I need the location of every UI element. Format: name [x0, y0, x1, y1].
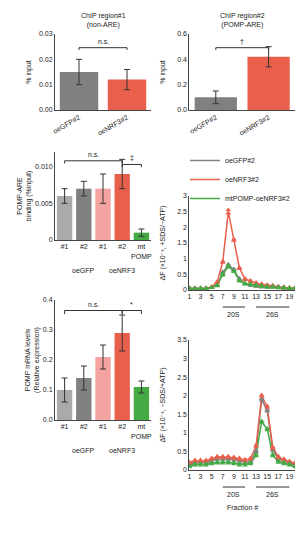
- svg-text:POMP-AREbinding (%input): POMP-AREbinding (%input): [16, 171, 33, 222]
- svg-text:#1: #1: [61, 423, 69, 430]
- svg-text:1: 1: [187, 473, 191, 480]
- svg-text:13: 13: [252, 473, 260, 480]
- svg-text:‡: ‡: [130, 154, 134, 161]
- svg-text:19: 19: [286, 473, 294, 480]
- svg-text:17: 17: [274, 473, 282, 480]
- svg-text:#1: #1: [99, 423, 107, 430]
- svg-text:mtPOMP-oeNRF3#2: mtPOMP-oeNRF3#2: [225, 195, 290, 202]
- svg-text:3: 3: [199, 293, 203, 300]
- svg-text:0.02: 0.02: [39, 56, 53, 63]
- svg-text:11: 11: [241, 473, 248, 480]
- svg-text:% input: % input: [159, 60, 167, 83]
- svg-text:0.03: 0.03: [39, 30, 53, 37]
- svg-text:0.00: 0.00: [39, 106, 53, 113]
- svg-text:†: †: [240, 38, 244, 45]
- svg-text:0.6: 0.6: [177, 30, 187, 37]
- svg-text:oeNRF3: oeNRF3: [109, 447, 135, 454]
- svg-text:17: 17: [274, 293, 282, 300]
- svg-text:26S: 26S: [266, 491, 279, 498]
- svg-text:13: 13: [252, 293, 260, 300]
- svg-text:#2: #2: [118, 423, 126, 430]
- svg-text:0.5: 0.5: [177, 271, 187, 278]
- svg-text:26S: 26S: [266, 311, 279, 318]
- svg-text:1.5: 1.5: [177, 411, 187, 418]
- svg-text:5: 5: [210, 293, 214, 300]
- svg-text:0.4: 0.4: [43, 296, 53, 303]
- svg-text:2.5: 2.5: [177, 208, 187, 215]
- svg-text:n.s.: n.s.: [88, 151, 99, 158]
- svg-text:% input: % input: [25, 60, 33, 83]
- svg-text:2.5: 2.5: [177, 374, 187, 381]
- svg-text:ChIP region#1(non-ARE): ChIP region#1(non-ARE): [81, 12, 126, 29]
- svg-text:0.2: 0.2: [43, 356, 53, 363]
- svg-text:2: 2: [183, 392, 187, 399]
- svg-text:9: 9: [232, 293, 236, 300]
- svg-text:n.s.: n.s.: [98, 38, 109, 45]
- svg-text:ΔF (×10⁻³, −SDS/+ATP): ΔF (×10⁻³, −SDS/+ATP): [159, 368, 167, 443]
- svg-text:7: 7: [221, 293, 225, 300]
- svg-text:#1: #1: [61, 243, 69, 250]
- svg-text:20S: 20S: [227, 311, 240, 318]
- svg-text:1: 1: [183, 429, 187, 436]
- svg-text:9: 9: [232, 473, 236, 480]
- svg-text:oeGFP#2: oeGFP#2: [225, 157, 255, 164]
- svg-text:0: 0: [183, 286, 187, 293]
- svg-text:0.4: 0.4: [177, 56, 187, 63]
- svg-text:3: 3: [199, 473, 203, 480]
- svg-text:1.5: 1.5: [177, 239, 187, 246]
- svg-text:0.0: 0.0: [43, 416, 53, 423]
- svg-text:3: 3: [183, 355, 187, 362]
- svg-text:mtPOMP: mtPOMP: [131, 243, 152, 259]
- svg-text:5: 5: [210, 473, 214, 480]
- svg-text:0.1: 0.1: [43, 386, 53, 393]
- svg-text:#2: #2: [80, 423, 88, 430]
- svg-text:7: 7: [221, 473, 225, 480]
- svg-text:oeGFP: oeGFP: [72, 447, 95, 454]
- svg-text:oeGFP: oeGFP: [72, 267, 95, 274]
- svg-text:oeNRF3: oeNRF3: [109, 267, 135, 274]
- svg-text:POMP mRNA levels(Relative expr: POMP mRNA levels(Relative expression): [24, 327, 41, 393]
- svg-text:15: 15: [263, 473, 271, 480]
- svg-text:15: 15: [263, 293, 271, 300]
- svg-text:ChIP region#2(POMP-ARE): ChIP region#2(POMP-ARE): [220, 12, 265, 29]
- svg-text:mtPOMP: mtPOMP: [131, 423, 152, 439]
- svg-text:0.0: 0.0: [177, 106, 187, 113]
- svg-text:#1: #1: [99, 243, 107, 250]
- svg-text:1: 1: [183, 255, 187, 262]
- svg-text:n.s.: n.s.: [88, 301, 99, 308]
- svg-text:Fraction #: Fraction #: [227, 504, 258, 511]
- svg-text:2: 2: [183, 224, 187, 231]
- svg-text:oeNRF3#2: oeNRF3#2: [225, 176, 259, 183]
- svg-text:oeNRF3#2: oeNRF3#2: [96, 114, 129, 137]
- svg-text:20S: 20S: [227, 491, 240, 498]
- svg-text:3: 3: [183, 192, 187, 199]
- svg-text:0: 0: [49, 236, 53, 243]
- svg-text:0: 0: [183, 466, 187, 473]
- svg-text:oeNRF3#2: oeNRF3#2: [238, 114, 271, 137]
- svg-text:*: *: [130, 301, 133, 308]
- svg-text:0.2: 0.2: [177, 81, 187, 88]
- svg-text:#2: #2: [118, 243, 126, 250]
- svg-text:3.5: 3.5: [177, 336, 187, 343]
- svg-text:19: 19: [286, 293, 294, 300]
- svg-text:#2: #2: [80, 243, 88, 250]
- svg-text:0.005: 0.005: [35, 200, 53, 207]
- svg-text:11: 11: [241, 293, 248, 300]
- svg-text:oeGFP#2: oeGFP#2: [189, 114, 219, 135]
- svg-text:0.01: 0.01: [39, 81, 53, 88]
- svg-text:0.3: 0.3: [43, 326, 53, 333]
- svg-text:oeGFP#2: oeGFP#2: [52, 114, 82, 135]
- svg-text:1: 1: [187, 293, 191, 300]
- svg-text:0.5: 0.5: [177, 448, 187, 455]
- svg-text:0.010: 0.010: [35, 163, 53, 170]
- svg-text:ΔF (×10⁻³, +SDS/−ATP): ΔF (×10⁻³, +SDS/−ATP): [159, 206, 167, 281]
